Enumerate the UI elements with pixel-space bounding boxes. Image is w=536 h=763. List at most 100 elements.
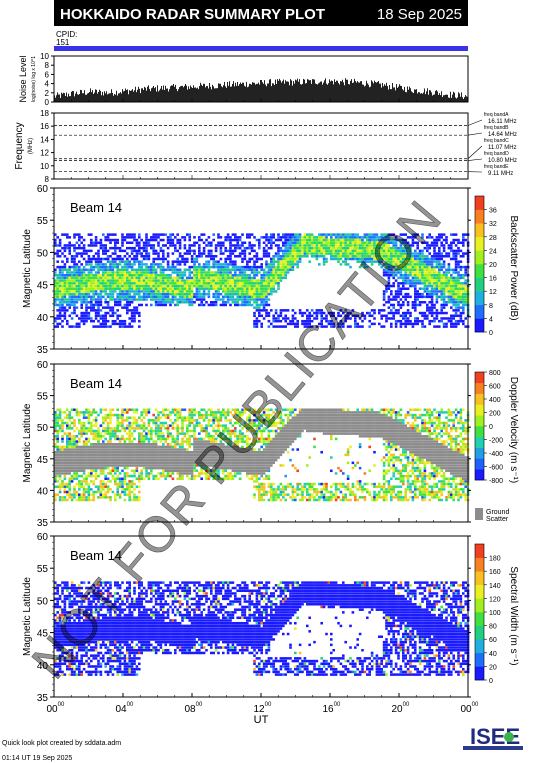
heatmap-cell [82, 238, 86, 242]
heatmap-cell [339, 263, 343, 266]
heatmap-cell [114, 453, 117, 457]
heatmap-cell [380, 252, 383, 255]
heatmap-cell [402, 249, 405, 253]
heatmap-cell [351, 246, 355, 250]
heatmap-cell [73, 458, 76, 462]
heatmap-cell [94, 477, 98, 481]
heatmap-cell [200, 292, 203, 296]
heatmap-cell [58, 287, 62, 290]
heatmap-cell [394, 268, 398, 272]
heatmap-cell [121, 273, 124, 277]
heatmap-cell [212, 260, 215, 263]
heatmap-cell [58, 427, 62, 430]
heatmap-cell [404, 282, 407, 285]
heatmap-cell [126, 443, 129, 446]
colorbar-label: Backscatter Power (dB) [508, 215, 519, 320]
heatmap-cell [250, 287, 254, 290]
heatmap-cell [226, 257, 230, 261]
heatmap-cell [78, 429, 81, 433]
heatmap-cell [80, 411, 83, 414]
heatmap-cell [82, 273, 86, 277]
heatmap-cell [169, 279, 172, 282]
heatmap-cell [147, 279, 151, 282]
heatmap-cell [58, 301, 62, 304]
heatmap-cell [435, 263, 439, 266]
heatmap-cell [145, 244, 148, 247]
heatmap-cell [198, 249, 201, 253]
heatmap-cell [90, 450, 93, 454]
heatmap-cell [238, 246, 242, 250]
heatmap-cell [404, 276, 407, 280]
heatmap-cell [195, 276, 199, 280]
heatmap-cell [414, 260, 417, 263]
heatmap-cell [154, 263, 158, 266]
heatmap-cell [279, 236, 283, 239]
heatmap-cell [392, 311, 395, 315]
heatmap-cell [195, 241, 199, 244]
heatmap-cell [222, 263, 225, 266]
heatmap-cell [162, 301, 165, 304]
heatmap-cell [236, 238, 239, 242]
heatmap-cell [121, 411, 124, 414]
heatmap-cell [109, 273, 112, 277]
heatmap-cell [392, 255, 395, 258]
noise-series [54, 78, 468, 102]
heatmap-cell [56, 445, 59, 449]
heatmap-cell [142, 298, 146, 301]
heatmap-cell [382, 263, 386, 266]
heatmap-cell [70, 480, 74, 483]
heatmap-cell [178, 279, 182, 282]
heatmap-cell [385, 255, 388, 258]
heatmap-cell [226, 263, 230, 266]
heatmap-cell [426, 273, 429, 277]
heatmap-cell [164, 273, 167, 277]
heatmap-cell [356, 255, 359, 258]
heatmap-cell [457, 322, 460, 326]
heatmap-cell [188, 271, 191, 274]
heatmap-cell [78, 252, 81, 255]
heatmap-cell [54, 317, 57, 320]
heatmap-cell [90, 456, 93, 459]
heatmap-cell [97, 311, 100, 315]
heatmap-cell [90, 488, 93, 491]
heatmap-cell [337, 311, 340, 315]
heatmap-cell [85, 450, 88, 454]
heatmap-cell [212, 276, 215, 280]
heatmap-cell [116, 445, 119, 449]
heatmap-cell [118, 295, 122, 299]
heatmap-cell [82, 268, 86, 272]
heatmap-cell [183, 273, 187, 277]
heatmap-cell [78, 474, 81, 478]
heatmap-cell [387, 282, 391, 285]
heatmap-cell [356, 260, 359, 263]
heatmap-cell [385, 249, 388, 253]
heatmap-cell [411, 322, 415, 326]
heatmap-cell [339, 257, 343, 261]
heatmap-cell [219, 271, 223, 274]
heatmap-cell [70, 298, 74, 301]
heatmap-cell [358, 317, 362, 320]
heatmap-cell [128, 233, 131, 236]
heatmap-cell [198, 244, 201, 247]
heatmap-cell [442, 311, 446, 315]
heatmap-cell [416, 233, 419, 236]
heatmap-cell [382, 255, 386, 258]
heatmap-cell [306, 317, 309, 320]
heatmap-cell [190, 301, 194, 304]
heatmap-cell [63, 416, 67, 419]
heatmap-cell [291, 322, 295, 326]
heatmap-cell [363, 263, 367, 266]
heatmap-cell [97, 474, 100, 478]
heatmap-cell [255, 309, 259, 312]
heatmap-cell [61, 282, 64, 285]
colorbar-tick-label: 12 [489, 289, 497, 296]
heatmap-cell [279, 265, 283, 269]
heatmap-cell [260, 295, 263, 299]
heatmap-cell [106, 427, 110, 430]
heatmap-cell [310, 233, 314, 236]
heatmap-cell [104, 325, 107, 328]
heatmap-cell [303, 233, 307, 236]
heatmap-cell [68, 450, 71, 454]
heatmap-cell [342, 311, 345, 315]
heatmap-cell [258, 292, 261, 296]
